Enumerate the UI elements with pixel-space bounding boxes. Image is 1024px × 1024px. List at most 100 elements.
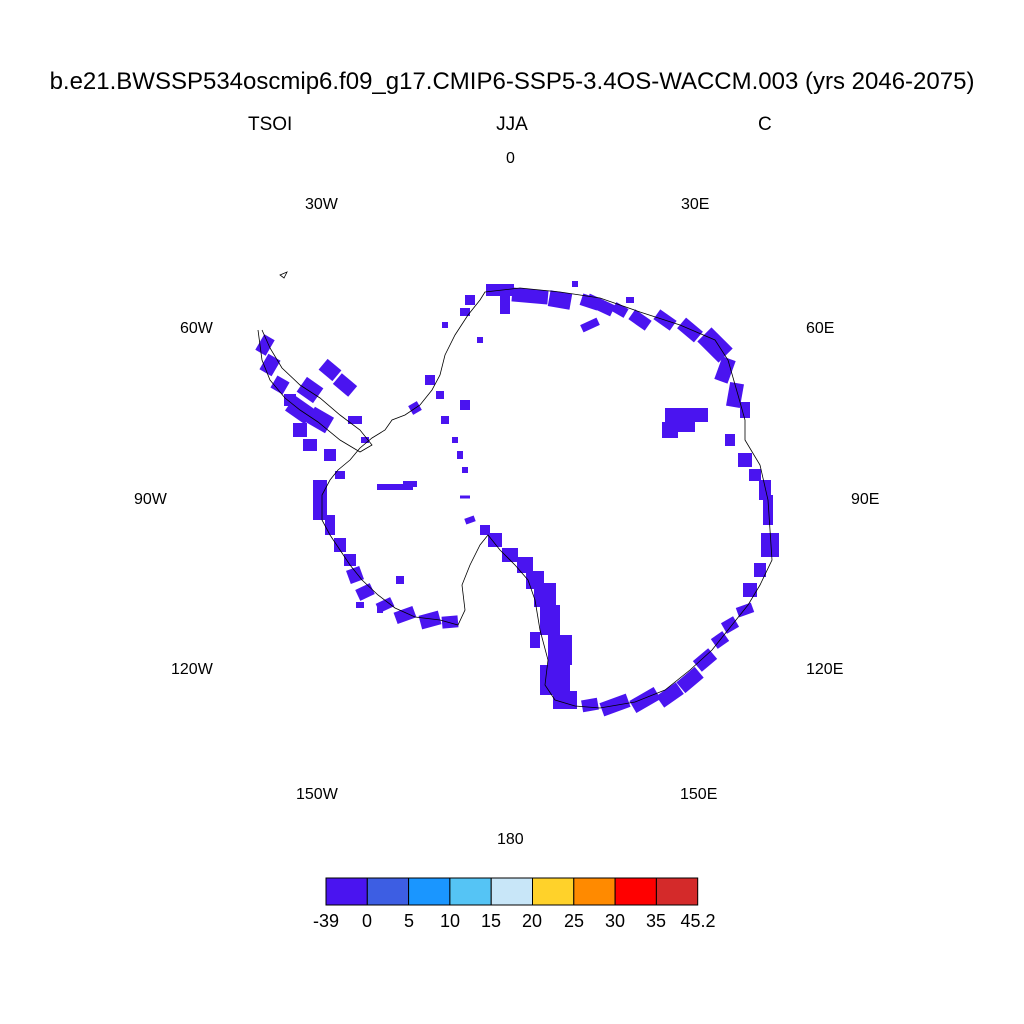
colorbar-swatch	[614, 877, 657, 906]
field-cell	[403, 481, 417, 487]
colorbar-swatch	[532, 877, 575, 906]
field-cell	[547, 290, 573, 310]
colorbar-swatch	[408, 877, 451, 906]
field-cell	[460, 495, 470, 499]
colorbar	[325, 877, 699, 906]
field-cell	[296, 376, 324, 404]
lon-label-120e: 120E	[806, 661, 844, 678]
field-cell	[697, 327, 733, 363]
colorbar-label: 25	[563, 911, 585, 931]
field-cell	[502, 548, 518, 562]
colorbar-swatch	[366, 877, 410, 906]
field-cell	[441, 416, 449, 424]
field-cell	[259, 353, 281, 377]
field-cell	[436, 391, 444, 399]
field-cell	[457, 451, 463, 459]
colorbar-label: 5	[403, 911, 415, 931]
colorbar-label: 20	[521, 911, 543, 931]
colorbar-swatch	[490, 877, 534, 906]
colorbar-swatch	[655, 877, 699, 906]
field-cell	[500, 296, 510, 314]
field-cell	[442, 322, 448, 328]
field-cell	[656, 682, 684, 708]
field-cell	[540, 605, 560, 635]
field-cell	[346, 566, 364, 584]
colorbar-label: 30	[604, 911, 626, 931]
lon-label-90w: 90W	[134, 491, 167, 508]
colorbar-swatch	[325, 877, 368, 906]
lon-label-30e: 30E	[681, 196, 710, 213]
field-cell	[313, 480, 327, 520]
field-cell	[293, 423, 307, 437]
field-cell	[324, 449, 336, 461]
field-cell	[377, 607, 383, 613]
field-cell	[754, 563, 766, 577]
field-cell	[761, 533, 779, 557]
lon-label-180: 180	[497, 831, 524, 848]
season-label: JJA	[496, 114, 528, 135]
field-cell	[425, 375, 435, 385]
field-cell	[460, 400, 470, 410]
lon-label-150w: 150W	[296, 786, 338, 803]
lon-label-150e: 150E	[680, 786, 718, 803]
field-cell	[318, 358, 342, 382]
lon-label-0: 0	[506, 150, 515, 167]
field-cell	[511, 287, 549, 305]
colorbar-label: 45.2	[680, 911, 716, 931]
field-cell	[303, 439, 317, 451]
field-cell	[418, 610, 442, 630]
coastline-path	[321, 287, 773, 709]
field-cell	[464, 515, 476, 525]
lon-label-60e: 60E	[806, 320, 835, 337]
field-cell	[735, 602, 755, 618]
field-cell	[720, 616, 740, 634]
field-cell	[377, 484, 413, 490]
field-cell	[356, 602, 364, 608]
field-cell	[749, 469, 761, 481]
field-cell	[530, 632, 540, 648]
field-cell	[692, 648, 718, 672]
field-cell	[581, 697, 599, 713]
plot-title: b.e21.BWSSP534oscmip6.f09_g17.CMIP6-SSP5…	[49, 68, 975, 95]
field-cell	[662, 422, 678, 438]
field-cell	[332, 373, 358, 397]
colorbar-swatch	[449, 877, 492, 906]
field-cell	[580, 317, 600, 333]
island-outline	[279, 271, 288, 279]
temperature-field	[255, 281, 779, 717]
field-cell	[677, 317, 703, 343]
field-cell	[361, 437, 369, 443]
field-cell	[628, 309, 652, 331]
field-cell	[465, 295, 475, 305]
field-cell	[480, 525, 490, 535]
units-label: C	[758, 114, 772, 135]
field-cell	[335, 471, 345, 479]
field-cell	[599, 693, 631, 717]
field-cell	[725, 434, 735, 446]
lon-label-30w: 30W	[305, 196, 338, 213]
field-cell	[334, 538, 346, 552]
field-cell	[462, 467, 468, 473]
colorbar-label: 15	[480, 911, 502, 931]
field-cell	[676, 666, 704, 694]
field-cell	[629, 686, 661, 714]
field-cell	[305, 406, 335, 434]
field-cell	[441, 615, 459, 629]
lon-label-90e: 90E	[851, 491, 880, 508]
field-cell	[396, 576, 404, 584]
field-cell	[540, 665, 570, 695]
coastline	[257, 271, 773, 709]
field-cell	[548, 635, 572, 665]
field-cell	[477, 337, 483, 343]
field-cell	[355, 583, 375, 601]
field-cell	[626, 297, 634, 303]
field-cell	[572, 281, 578, 287]
field-cell	[348, 416, 362, 424]
colorbar-swatch	[573, 877, 616, 906]
colorbar-label: 0	[361, 911, 373, 931]
field-cell	[763, 495, 773, 525]
lon-label-60w: 60W	[180, 320, 213, 337]
field-cell	[738, 453, 752, 467]
field-cell	[517, 557, 533, 573]
